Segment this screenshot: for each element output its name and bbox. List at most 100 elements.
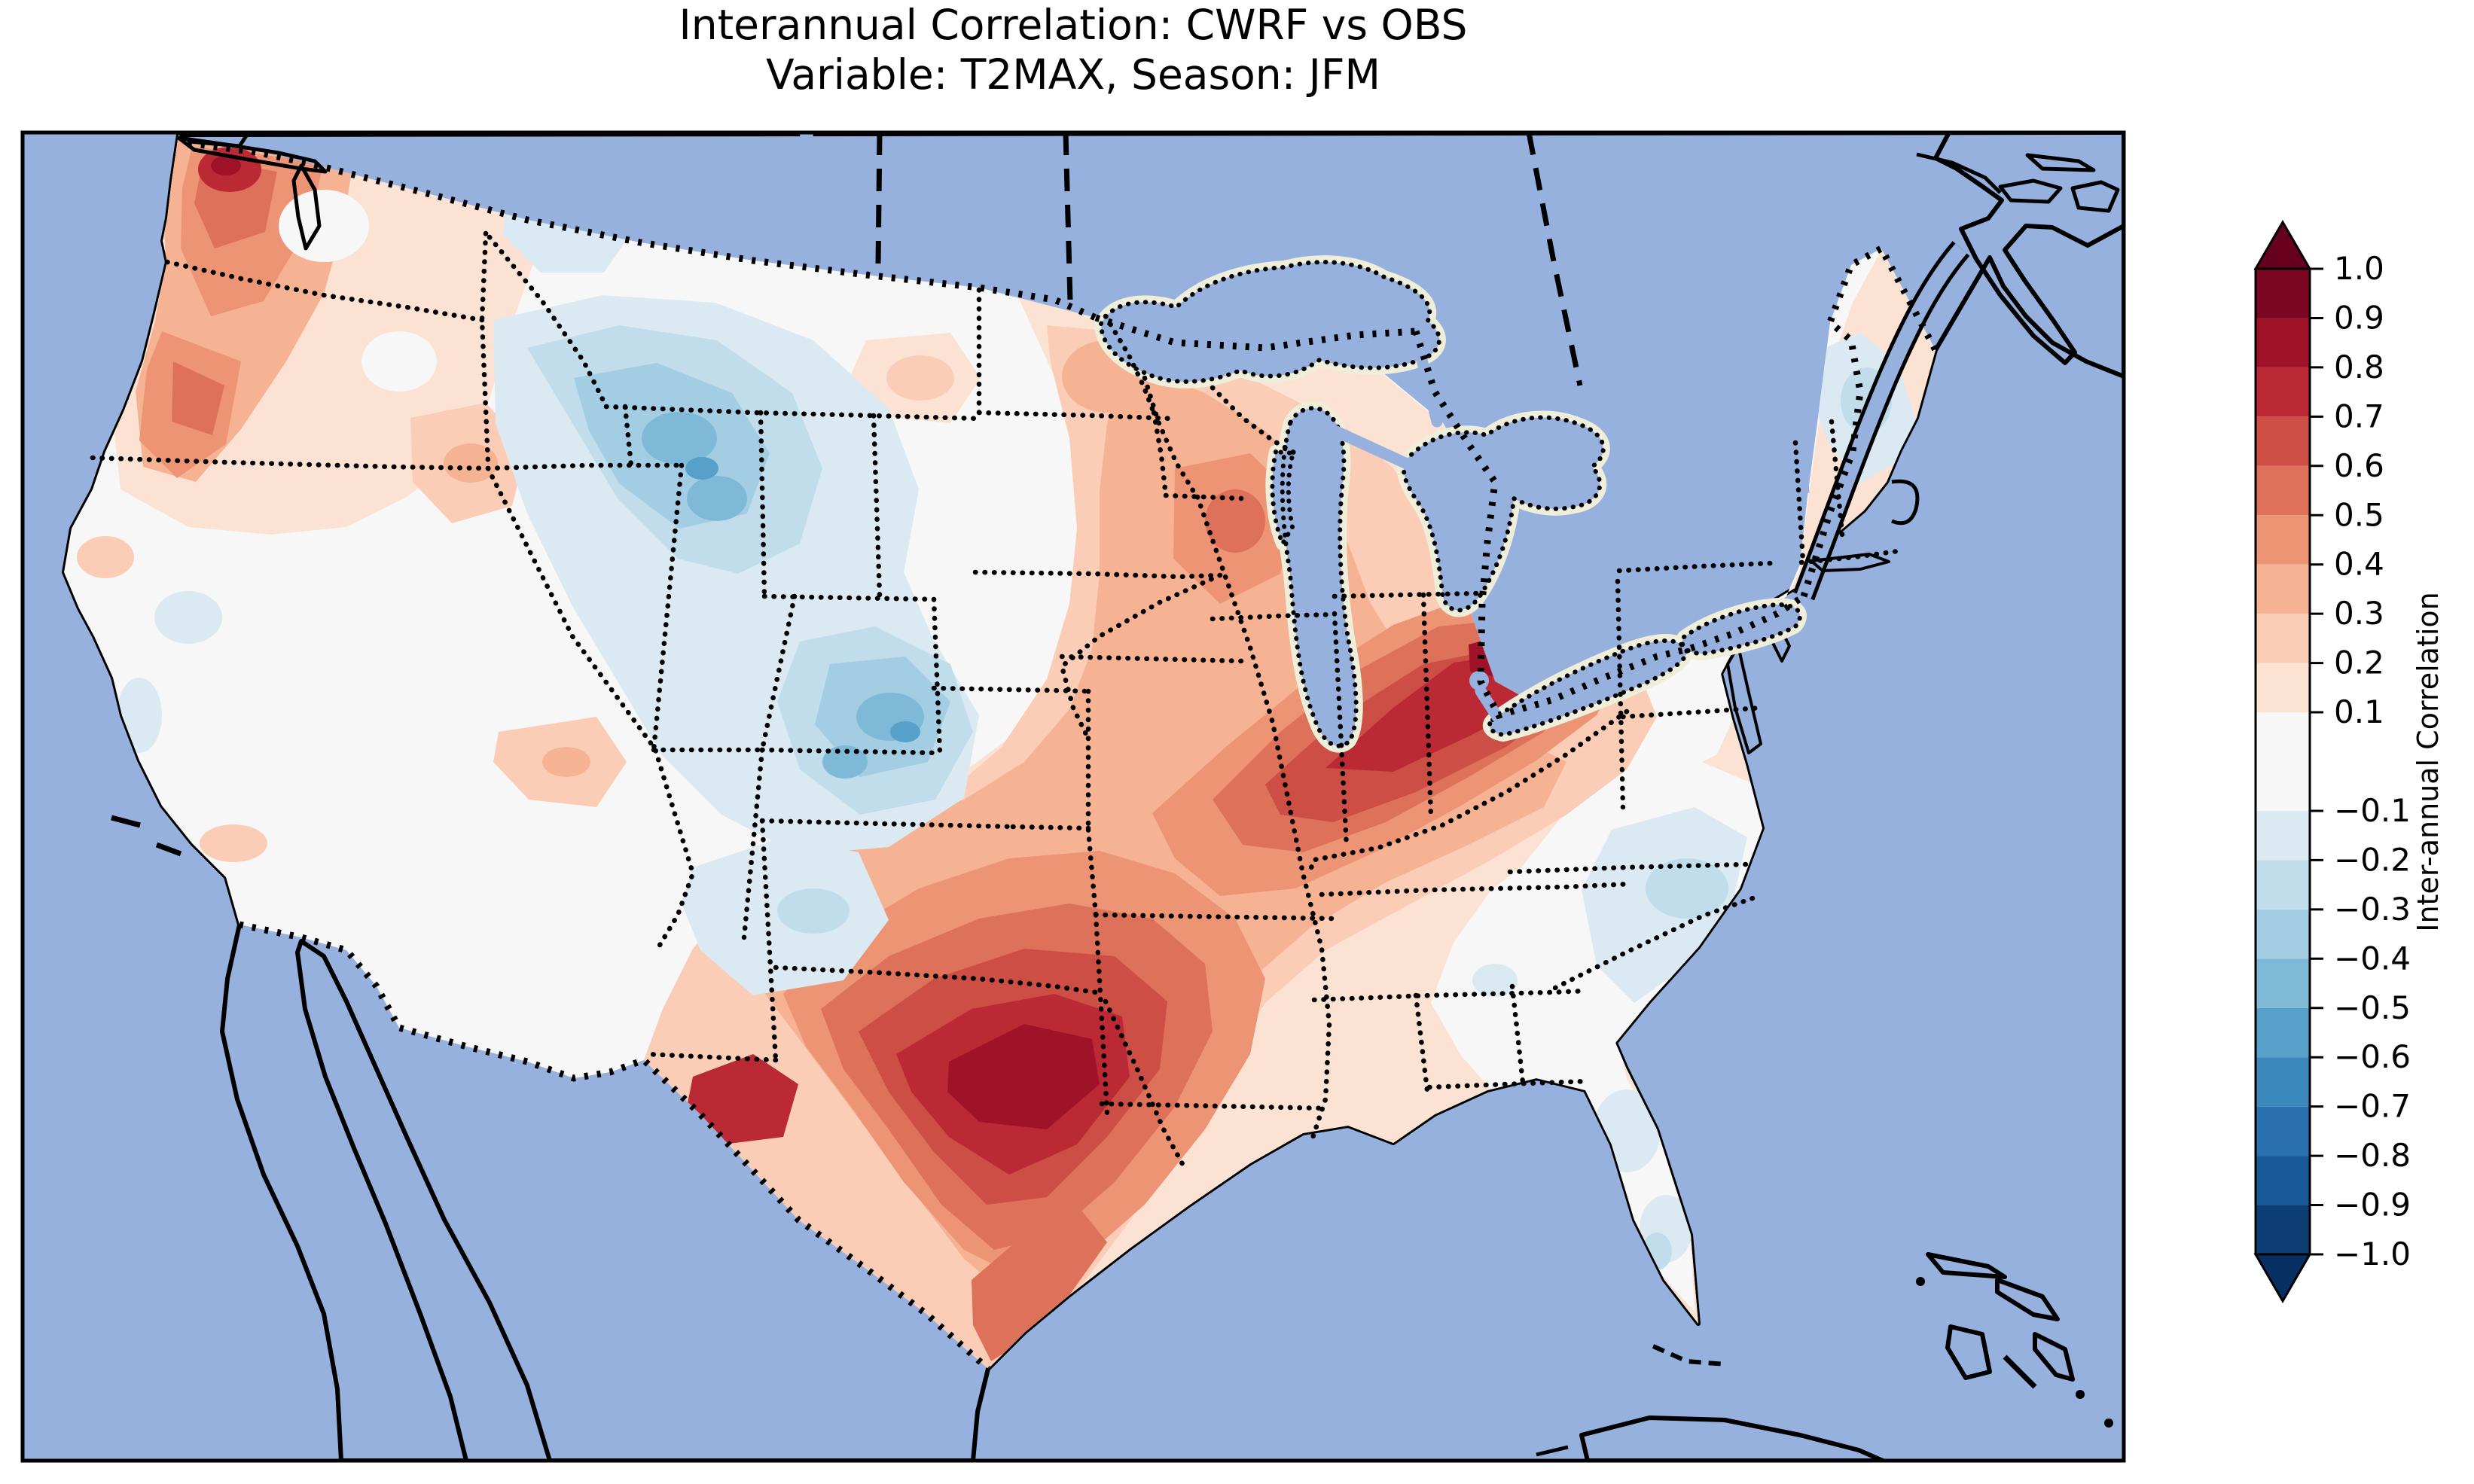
- chesapeake-bay: [1726, 644, 1762, 754]
- bahamas-cay2: [2076, 1390, 2085, 1399]
- socal-orange: [200, 824, 267, 862]
- bahamas-abaco: [1995, 1278, 2060, 1321]
- st-lawrence-river: [1796, 243, 1967, 599]
- colorbar-tick-label: −0.6: [2334, 1038, 2411, 1075]
- page-title: Interannual Correlation: CWRF vs OBS: [679, 1, 1468, 49]
- map-canvas: [23, 133, 2124, 1461]
- colorbar-segment: [2256, 712, 2310, 811]
- vancouver-island: [178, 133, 251, 148]
- colorbar-outline: [2254, 267, 2311, 1256]
- colorbar-tick-label: −0.2: [2334, 841, 2411, 878]
- colorbar-tick-label: −0.8: [2334, 1137, 2411, 1174]
- west-blue-b4b: [687, 476, 747, 521]
- e-washington-white: [361, 331, 437, 392]
- anticosti-island: [2025, 153, 2096, 172]
- colorbar-tick-label: −0.9: [2334, 1187, 2411, 1223]
- southeast-blue-core: [1646, 858, 1728, 919]
- e-oregon-orange-core: [444, 443, 498, 483]
- ohio-valley-r7: [1325, 654, 1548, 772]
- colorbar-tick-label: 0.7: [2334, 398, 2384, 434]
- colorbar-tick-label: −0.7: [2334, 1088, 2411, 1125]
- texas-r8-core: [947, 1024, 1100, 1129]
- bahamas-cay1: [1916, 1277, 1925, 1286]
- great-lakes: [1094, 255, 1807, 753]
- bahamas-exuma: [2003, 1354, 2037, 1389]
- colorbar-tick-label: 0.3: [2334, 595, 2384, 632]
- colorbar-tick-label: 1.0: [2334, 250, 2384, 287]
- ca-north-blue: [154, 591, 222, 644]
- province-borders: [875, 133, 1583, 386]
- colorbar-segment: [2256, 1007, 2310, 1058]
- colorbar-segment: [2256, 958, 2310, 1008]
- gulf-of-california: [295, 939, 552, 1461]
- alabama-blue-spot: [1472, 964, 1518, 997]
- colorbar-segment: [2256, 909, 2310, 959]
- wisconsin-r5: [1205, 489, 1265, 553]
- colorbar-under-arrow: [2253, 1253, 2312, 1303]
- colorbar-tick-label: 0.8: [2334, 349, 2384, 385]
- colorbar-tick-label: −0.3: [2334, 891, 2411, 928]
- colorbar-tick-label: 0.1: [2334, 693, 2384, 730]
- lake-channels: [1309, 354, 1503, 723]
- colorbar-segment: [2256, 416, 2310, 466]
- texas-coastal-r5: [972, 1205, 1107, 1361]
- colorbar-tick-label: 0.4: [2334, 546, 2384, 583]
- colorbar-segment: [2256, 564, 2310, 614]
- colorbar-tick-label: −1.0: [2334, 1236, 2411, 1272]
- channel-islands: [111, 815, 182, 857]
- west-blue-b4a: [642, 412, 717, 465]
- colorbar-tick-label: 0.6: [2334, 447, 2384, 484]
- cuba: [1579, 1415, 1885, 1461]
- colorbar-segment: [2256, 515, 2310, 565]
- colorbar-segment: [2256, 1156, 2310, 1205]
- colorbar-segment: [2256, 318, 2310, 367]
- colorbar-segment: [2256, 465, 2310, 516]
- colorbar-axis-label: Inter-annual Correlation: [2411, 592, 2445, 931]
- strait-juan-de-fuca: [176, 136, 328, 174]
- international-borders: [188, 139, 1939, 1372]
- seattle-hotspot-core: [211, 156, 241, 175]
- great-lakes-water: [1098, 260, 1802, 748]
- colorbar-segment: [2256, 860, 2310, 910]
- state-borders: [90, 230, 1901, 1174]
- gulf-of-st-lawrence: [1933, 133, 2124, 365]
- colorbar-segment: [2256, 663, 2310, 713]
- colorbar-tick-label: 0.2: [2334, 644, 2384, 681]
- bahamas-andros: [1945, 1324, 1992, 1380]
- bahamas-cay3: [2104, 1418, 2113, 1428]
- colorbar-tick-label: 0.9: [2334, 299, 2384, 336]
- colorbar-segment: [2256, 810, 2310, 861]
- colorbar-tick-label: −0.4: [2334, 940, 2411, 977]
- bigbend-r7: [685, 1054, 798, 1144]
- bahamas-grand-bahama: [1926, 1252, 2007, 1279]
- west-cuba-cays: [1536, 1445, 1569, 1457]
- colorbar-segment: [2256, 614, 2310, 663]
- colorbar-segment: [2256, 1106, 2310, 1156]
- west-blue-b5b: [890, 721, 920, 742]
- colorbar-segment: [2256, 269, 2310, 318]
- colorbar-segment: [2256, 367, 2310, 417]
- puget-sound: [291, 163, 322, 251]
- dakotas-orange-core: [886, 355, 954, 401]
- colorbar-segment: [2256, 1205, 2310, 1254]
- nm-blue-core: [777, 888, 850, 934]
- west-blue-b5a: [685, 457, 718, 480]
- prince-edward-island: [1998, 178, 2063, 204]
- cape-breton: [2070, 180, 2120, 213]
- bahamas-eleuthera: [2033, 1332, 2075, 1382]
- columbia-basin-white: [279, 190, 369, 262]
- colorbar-tick-label: −0.1: [2334, 792, 2411, 829]
- map-frame: [20, 130, 2126, 1463]
- colorbar-tick-label: −0.5: [2334, 989, 2411, 1026]
- canadian-lakes: [800, 133, 1881, 494]
- colorbar-tick-label: 0.5: [2334, 496, 2384, 533]
- colorbar: 1.0 0.9 0.8 0.7 0.6 0.5 0.4 0.3 0.2 0.1 −0.1 −0.2 −0…: [2253, 220, 2411, 1303]
- pnw-warm-05b: [172, 361, 224, 435]
- gaspe-coast: [1916, 152, 2002, 194]
- colorbar-over-arrow: [2253, 220, 2312, 270]
- ca-coast-orange: [77, 536, 134, 578]
- cape-cod: [1891, 479, 1920, 526]
- nevada-orange-core: [542, 747, 590, 777]
- colorbar-segment: [2256, 1057, 2310, 1107]
